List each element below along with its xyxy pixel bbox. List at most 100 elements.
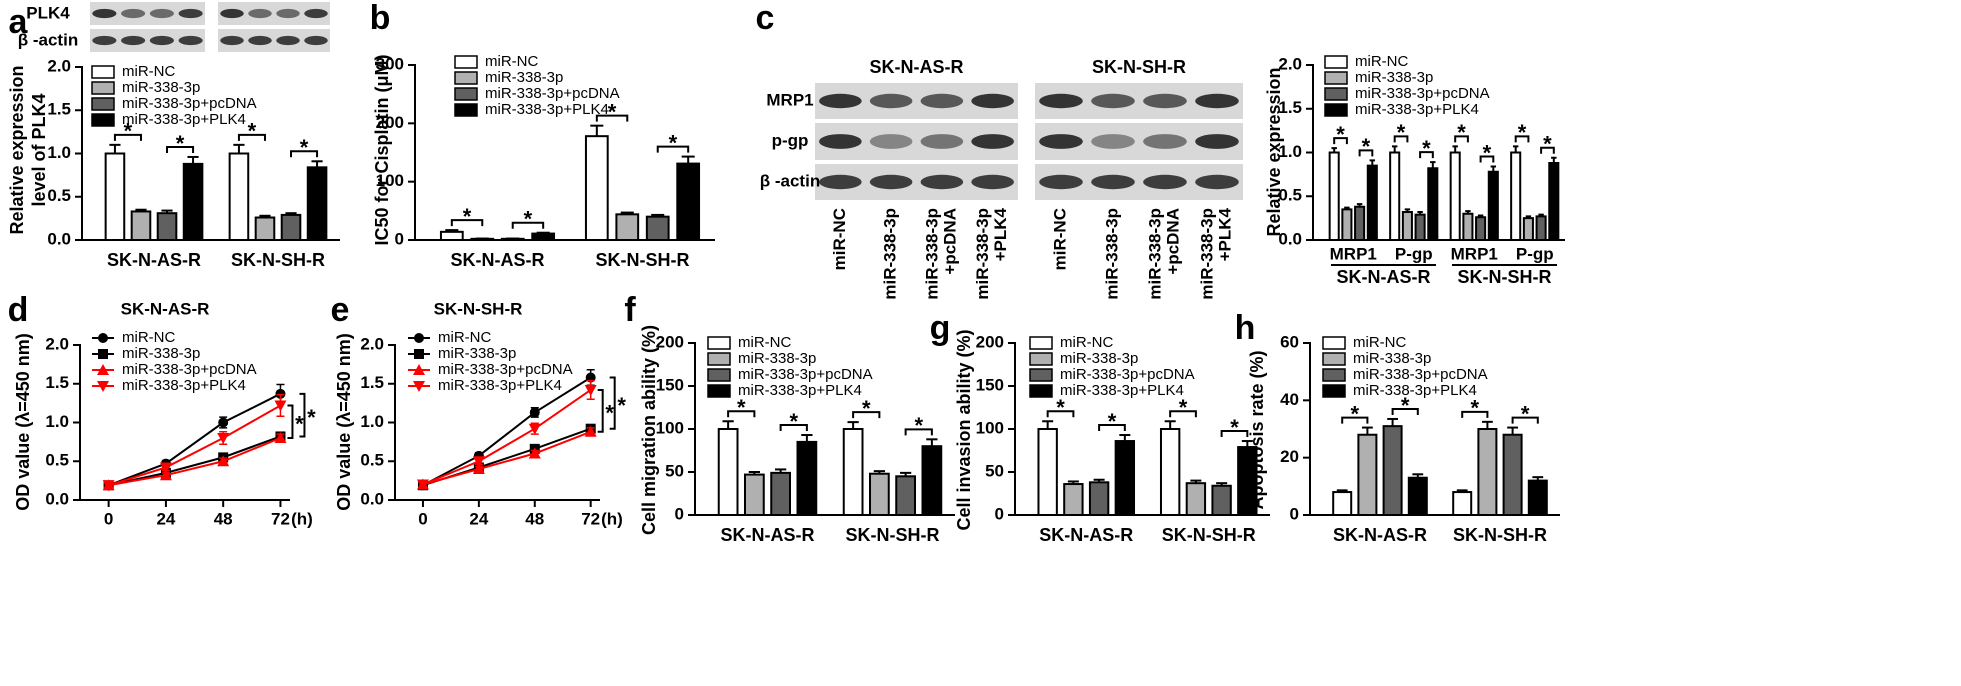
legend-swatch (1322, 336, 1346, 350)
blot-band (1143, 174, 1187, 190)
data-point (159, 469, 172, 481)
legend-label: miR-338-3p+pcDNA (738, 366, 873, 383)
bar (280, 213, 302, 241)
y-tick-label: 60 (1280, 332, 1299, 351)
error-bar (1477, 214, 1484, 218)
legend-swatch (707, 384, 731, 398)
x-tick-label: P-gp (1516, 244, 1554, 263)
significance-bracket (287, 404, 294, 439)
error-bar (1412, 473, 1424, 478)
blot-background (90, 2, 205, 25)
blot-row-label: β -actin (760, 171, 820, 190)
significance-bracket (1046, 410, 1075, 418)
significance-label: * (1401, 393, 1410, 418)
significance-label: * (914, 413, 923, 438)
error-bar (1042, 420, 1054, 429)
significance-bracket (1419, 151, 1434, 159)
blot-background (90, 29, 205, 52)
bar (1389, 151, 1401, 241)
blot-background (218, 29, 330, 52)
legend-marker (414, 349, 424, 359)
blot-band (276, 8, 300, 19)
legend-swatch (707, 352, 731, 366)
y-tick-label: 1.5 (360, 373, 384, 392)
bar (1522, 217, 1534, 241)
y-axis-label: Relative expression (7, 65, 27, 234)
error-bar (1482, 420, 1493, 429)
legend-label: miR-338-3p+PLK4 (1355, 101, 1479, 118)
x-tick-label: MRP1 (1451, 244, 1498, 263)
y-tick-label: 0.5 (360, 451, 384, 470)
panel-letter: e (331, 291, 350, 329)
bar (615, 213, 640, 241)
error-bar (1387, 417, 1398, 427)
significance-label: * (862, 396, 871, 421)
data-point (584, 425, 597, 437)
bar (1366, 164, 1378, 241)
legend-swatch (1029, 352, 1053, 366)
bar (645, 215, 670, 242)
error-bar (1356, 203, 1363, 207)
bar (1063, 483, 1084, 517)
significance-bracket (113, 133, 142, 141)
bar (156, 212, 178, 241)
legend-label: miR-NC (738, 334, 791, 351)
legend-marker (97, 381, 109, 392)
bar (676, 162, 701, 241)
legend-swatch (1029, 336, 1053, 350)
data-point (274, 432, 287, 443)
lane-label: +PLK4 (1215, 207, 1234, 261)
legend-label: miR-338-3p+pcDNA (122, 95, 257, 112)
bar (1401, 211, 1413, 241)
blot-band (149, 8, 174, 19)
error-bar (873, 470, 885, 474)
legend-swatch (1324, 103, 1348, 117)
x-tick-label: SK-N-SH-R (1453, 525, 1547, 545)
bar (228, 152, 250, 241)
data-point (528, 447, 541, 459)
bar (1449, 151, 1461, 241)
legend-marker (413, 364, 425, 375)
error-bar (1344, 206, 1350, 210)
bar (744, 473, 765, 516)
y-axis-label: Cell invasion ability (%) (954, 329, 974, 530)
legend-swatch (91, 65, 115, 79)
lane-label: miR-NC (830, 208, 849, 270)
error-bar (775, 468, 787, 473)
legend-swatch (91, 113, 115, 127)
data-point (159, 462, 172, 474)
blot-band (920, 134, 964, 149)
blot-background (218, 2, 330, 25)
x-axis-label: (h) (601, 509, 623, 528)
y-tick-label: 150 (656, 375, 684, 394)
lane-label: miR-338-3p (1197, 208, 1216, 300)
y-tick-label: 0 (1290, 504, 1299, 523)
significance-bracket (727, 410, 756, 418)
blot-band (1091, 174, 1135, 190)
blot-band (276, 35, 300, 46)
blot-band (869, 93, 913, 109)
blot-column-label: SK-N-AS-R (870, 57, 964, 77)
x-tick-label: P-gp (1395, 244, 1433, 263)
error-bar (801, 434, 813, 442)
error-bar (1512, 145, 1519, 153)
significance-label: * (307, 405, 316, 430)
blot-band (304, 35, 328, 46)
legend-label: miR-338-3p+pcDNA (1353, 366, 1488, 383)
y-tick-label: 0.0 (45, 489, 69, 508)
blot-row-label: MRP1 (766, 90, 813, 109)
group-label: SK-N-AS-R (1337, 267, 1431, 287)
x-tick-label: SK-N-AS-R (1039, 525, 1133, 545)
bar (1548, 162, 1560, 241)
significance-label: * (524, 207, 533, 232)
legend-label: miR-338-3p+PLK4 (1353, 382, 1477, 399)
blot-band (220, 35, 244, 46)
error-bar (1067, 480, 1079, 485)
significance-label: * (124, 119, 133, 144)
significance-label: * (608, 99, 617, 124)
bar (584, 135, 609, 242)
legend-label: miR-338-3p (122, 345, 200, 362)
legend-label: miR-338-3p+PLK4 (438, 377, 562, 394)
bar (842, 428, 864, 516)
error-bar (161, 209, 173, 214)
